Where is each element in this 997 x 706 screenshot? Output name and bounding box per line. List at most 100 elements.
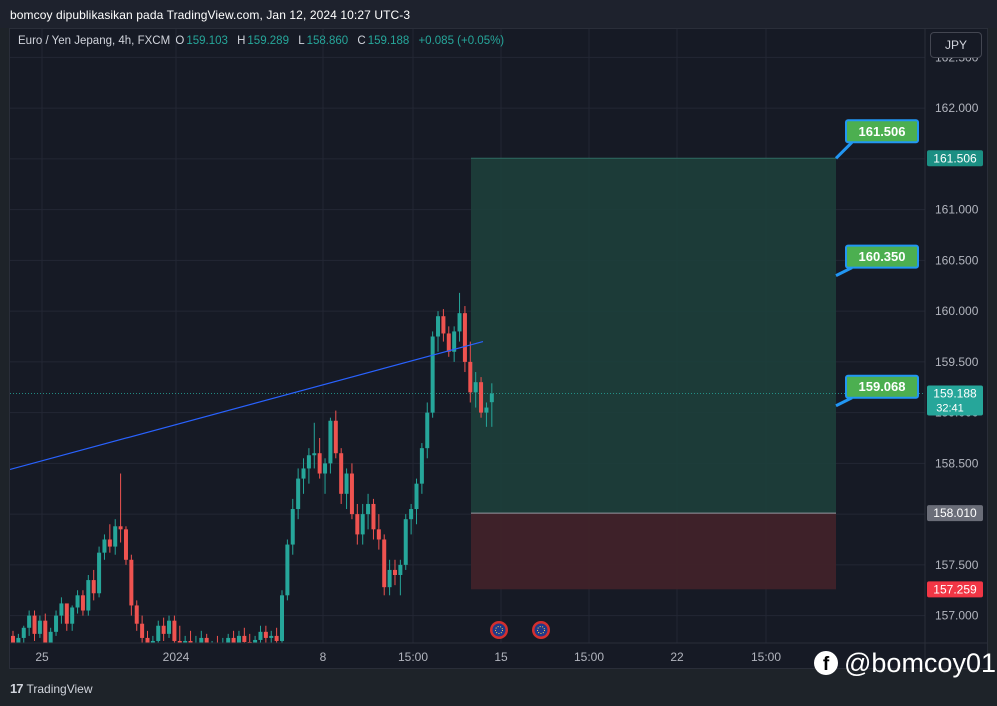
candle-body [129, 559, 134, 606]
stop-price-badge-text: 157.259 [933, 582, 977, 596]
candle-body [446, 333, 451, 352]
y-tick-label: 161.000 [935, 203, 979, 217]
candle-body [285, 544, 290, 596]
candle [333, 410, 338, 459]
entry-price-badge-bg [927, 505, 983, 522]
candle-body [392, 569, 397, 576]
candle-body [376, 529, 381, 540]
candle-body [199, 637, 204, 643]
price-annotation: 161.506 [834, 119, 919, 160]
publisher-info: bomcoy dipublikasikan pada TradingView.c… [10, 8, 411, 22]
candle [479, 377, 484, 418]
open-key: O [175, 35, 185, 47]
candle [37, 615, 42, 638]
candle [489, 383, 494, 427]
candle-body [462, 313, 467, 362]
candle-body [97, 552, 102, 594]
candle [64, 603, 69, 631]
candle [290, 498, 295, 555]
y-tick-label: 157.500 [935, 558, 979, 572]
candle-body [425, 412, 430, 449]
candle [54, 610, 59, 636]
candle-body [54, 615, 59, 632]
candle-body [231, 637, 236, 643]
target-price-badge-text: 161.506 [933, 151, 977, 165]
candle-body [355, 514, 360, 535]
candle [247, 633, 252, 643]
candle-body [226, 637, 231, 643]
candle [409, 503, 414, 535]
x-axis: 25 2024 8 15:00 15 15:00 22 15:00 [35, 650, 781, 664]
current-price-text: 159.188 [933, 387, 977, 401]
candle-body [75, 595, 80, 608]
target-price-badge: 161.506 [927, 150, 983, 167]
candle-body [215, 646, 219, 651]
candle [403, 514, 408, 570]
candle [349, 463, 354, 520]
candle [123, 526, 128, 565]
candle-body [113, 526, 118, 547]
candle [280, 590, 284, 643]
tradingview-icon: 17 [10, 681, 24, 696]
price-annotation: 159.068 [835, 374, 919, 408]
candle-body [323, 463, 328, 474]
candle [387, 559, 392, 596]
candle-body [204, 637, 209, 643]
candle [462, 306, 467, 373]
candle [177, 625, 182, 643]
currency-button[interactable]: JPY [930, 32, 982, 58]
candle-body [161, 625, 166, 634]
candle-body [118, 526, 123, 530]
candle [382, 534, 387, 596]
candle-body [16, 637, 21, 643]
candle [236, 630, 241, 643]
candle [371, 498, 376, 540]
candle [167, 615, 172, 638]
candle [43, 613, 48, 643]
tradingview-brand: TradingView [26, 681, 93, 696]
candle [204, 633, 209, 643]
candle-body [156, 625, 161, 641]
annotation-callout [835, 396, 853, 408]
candle-body [280, 595, 284, 641]
candle-body [48, 631, 53, 643]
annotation-box [845, 374, 919, 399]
candle [118, 473, 123, 543]
candle [188, 630, 193, 643]
candle-body [344, 473, 349, 494]
target-zone [471, 158, 836, 514]
candle-body [150, 640, 155, 643]
candle-body [236, 635, 241, 643]
watermark-handle: @bomcoy01 [844, 647, 996, 678]
candle [102, 534, 107, 560]
countdown-text: 32:41 [936, 403, 964, 415]
candle [263, 625, 268, 643]
candle-body [419, 448, 424, 484]
candle [430, 331, 435, 418]
candle [172, 615, 177, 643]
candle-body [489, 393, 494, 403]
x-tick-label: 15:00 [398, 650, 428, 664]
candle [355, 503, 360, 545]
tradingview-logo[interactable]: 17 TradingView [10, 681, 93, 696]
candle-body [301, 468, 306, 479]
event-marker-icon [490, 621, 508, 639]
candle-body [37, 620, 42, 634]
candle [484, 402, 489, 427]
candle [16, 633, 21, 643]
candle [452, 326, 457, 362]
candle [145, 630, 150, 643]
candle-body [107, 539, 112, 547]
author-watermark: f @bomcoy01 [814, 646, 996, 680]
candle [468, 341, 473, 403]
candle-body [473, 382, 478, 393]
x-tick-label: 15:00 [574, 650, 604, 664]
candle-body [409, 509, 414, 520]
candle-body [436, 316, 441, 337]
target-price-badge-bg [927, 150, 983, 167]
candle [441, 309, 446, 342]
candle [398, 559, 403, 596]
candle-body [140, 623, 145, 638]
candle [301, 458, 306, 494]
